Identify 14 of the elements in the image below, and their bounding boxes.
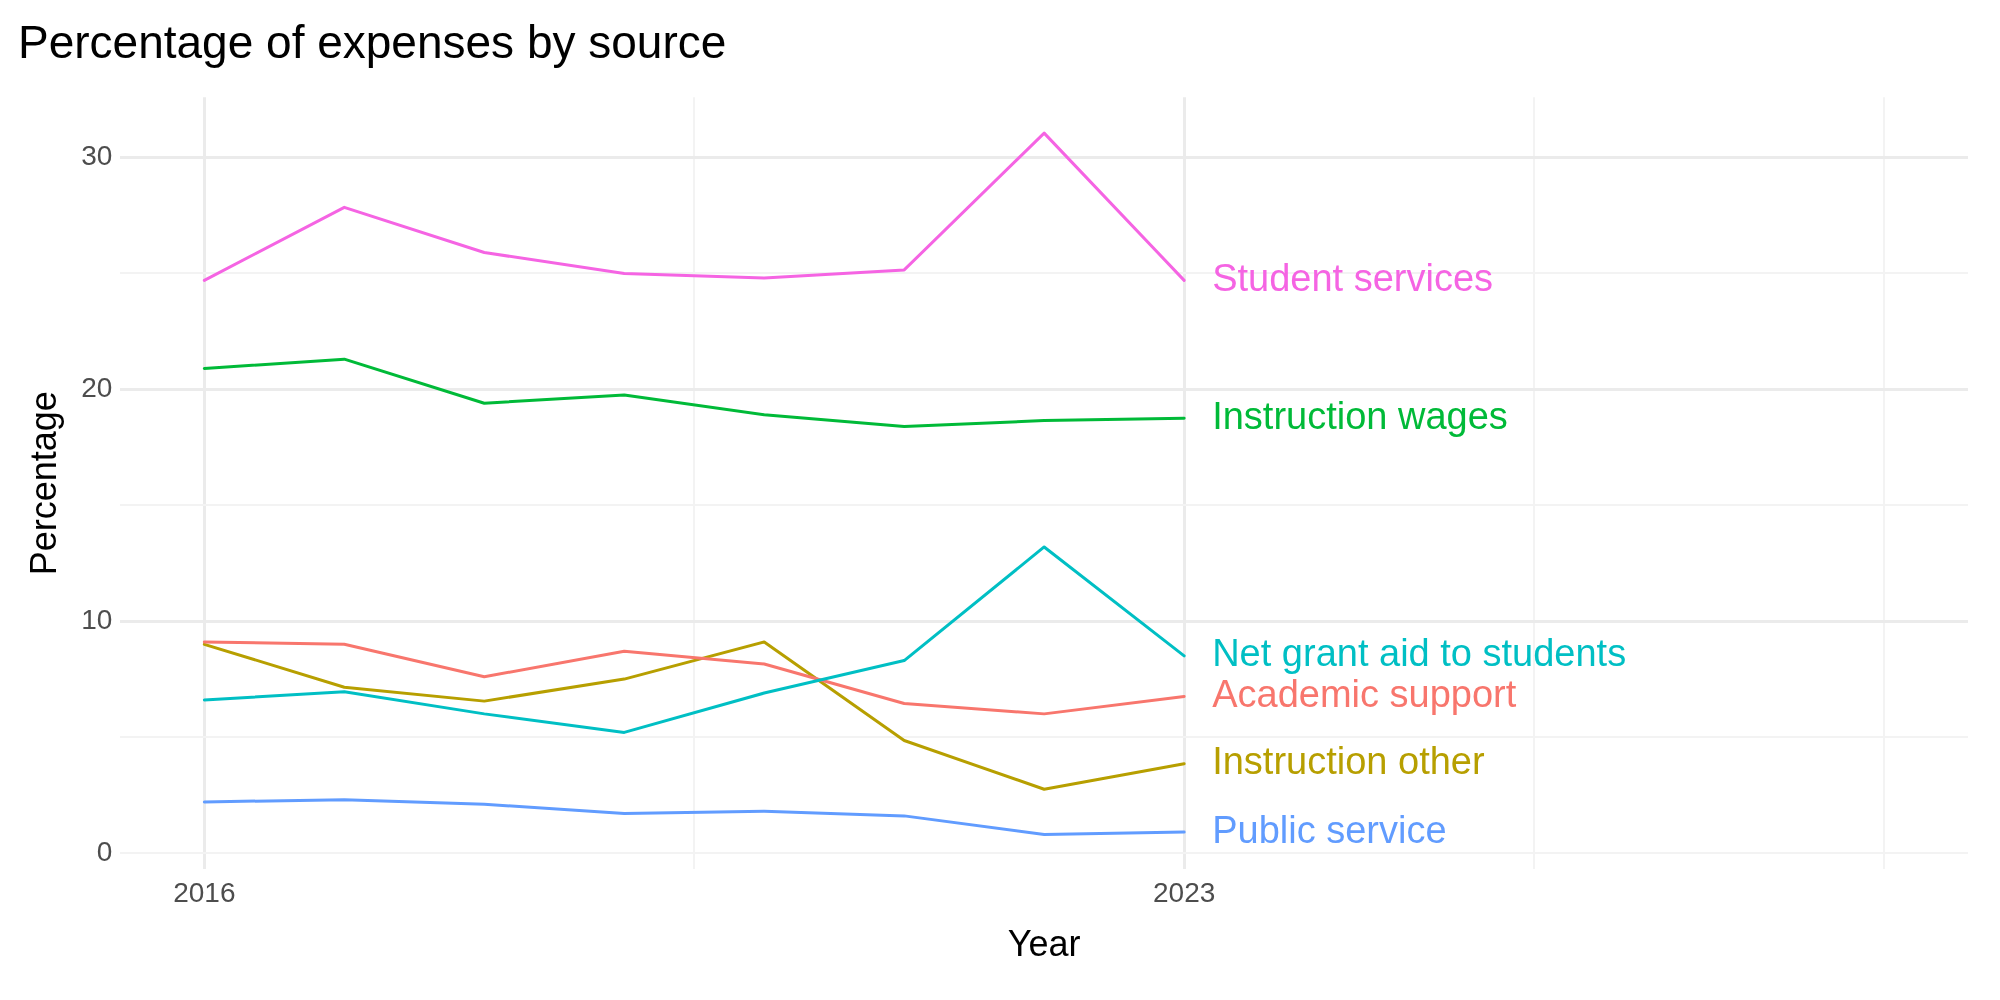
series-label: Instruction wages bbox=[1212, 394, 1508, 437]
x-tick-label: 2016 bbox=[173, 876, 236, 908]
series-label: Instruction other bbox=[1212, 740, 1485, 783]
y-tick-label: 30 bbox=[81, 140, 113, 172]
y-tick-label: 0 bbox=[96, 835, 113, 867]
series-label: Student services bbox=[1212, 256, 1494, 299]
y-tick-label: 10 bbox=[81, 603, 113, 635]
chart-title: Percentage of expenses by source bbox=[18, 16, 727, 69]
x-tick-label: 2023 bbox=[1153, 876, 1216, 908]
series-label: Net grant aid to students bbox=[1212, 632, 1627, 675]
series-label: Public service bbox=[1212, 808, 1447, 851]
y-tick-label: 20 bbox=[81, 372, 113, 404]
x-axis-title: Year bbox=[1007, 923, 1081, 965]
y-axis-title: Percentage bbox=[22, 391, 64, 576]
